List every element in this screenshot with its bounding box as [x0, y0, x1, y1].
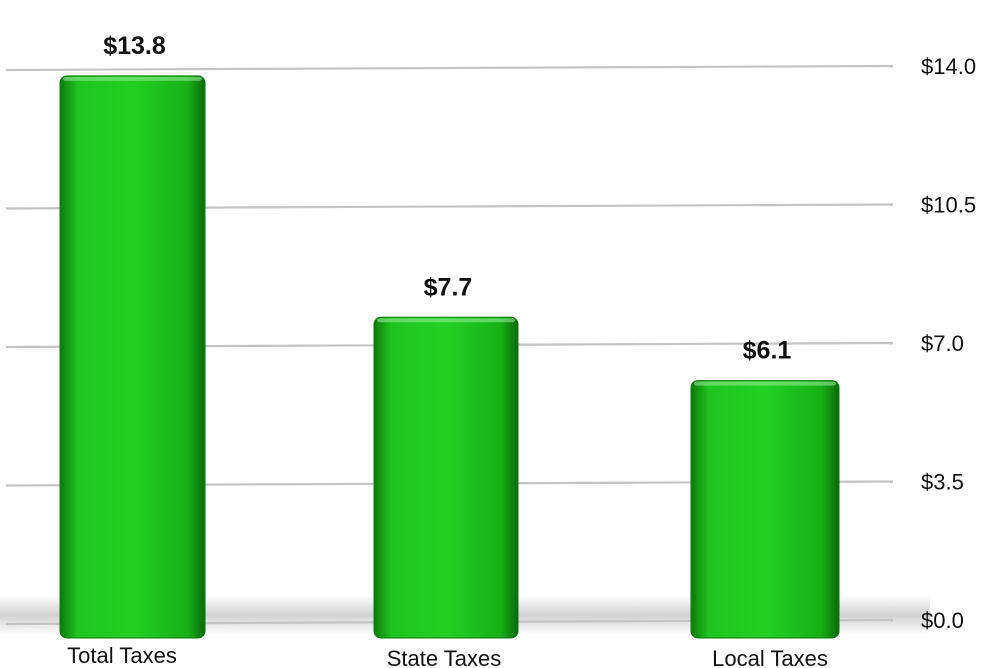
bar: [690, 380, 840, 639]
bar: [59, 75, 206, 639]
data-label: $13.8: [103, 32, 166, 60]
bar-highlight: [63, 76, 202, 81]
y-tick-label: $0.0: [921, 608, 964, 633]
data-label: $6.1: [743, 337, 792, 365]
bars: [59, 75, 840, 639]
y-tick-label: $14.0: [921, 54, 976, 79]
category-label: State Taxes: [387, 646, 502, 668]
y-tick-label: $7.0: [921, 331, 964, 356]
gridline: [5, 64, 894, 72]
data-label: $7.7: [424, 273, 473, 301]
data-labels: $13.8 $7.7 $6.1: [103, 32, 791, 365]
bar-highlight: [377, 318, 515, 323]
category-label: Total Taxes: [67, 643, 177, 668]
bar-highlight: [694, 381, 836, 386]
y-tick-label: $3.5: [921, 470, 964, 495]
y-axis-ticks: $0.0 $3.5 $7.0 $10.5 $14.0: [921, 54, 976, 633]
bar: [373, 316, 519, 639]
category-labels: Total Taxes State Taxes Local Taxes: [67, 643, 828, 668]
y-tick-label: $10.5: [921, 193, 976, 218]
category-label: Local Taxes: [712, 646, 828, 668]
